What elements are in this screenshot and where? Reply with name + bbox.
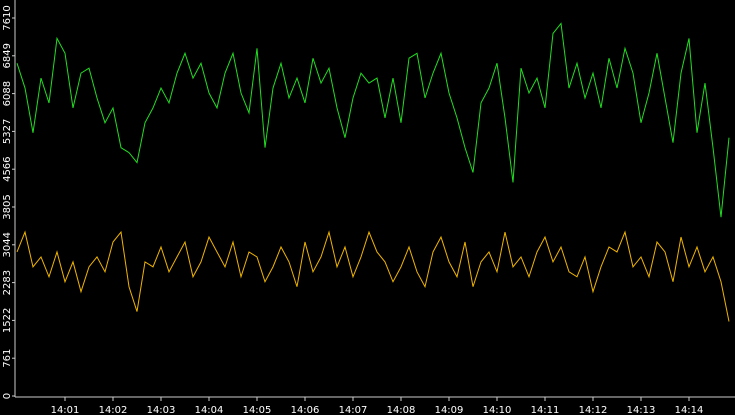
x-tick-label: 14:14 bbox=[675, 405, 704, 415]
x-tick-label: 14:09 bbox=[435, 405, 464, 415]
x-tick-label: 14:03 bbox=[147, 405, 176, 415]
series-line bbox=[16, 230, 730, 322]
y-tick-label: 7610 bbox=[2, 5, 13, 30]
x-tick-label: 14:05 bbox=[243, 405, 272, 415]
y-tick-label: 4566 bbox=[2, 156, 13, 181]
x-tick-label: 14:06 bbox=[291, 405, 320, 415]
y-tick-label: 2283 bbox=[2, 270, 13, 295]
y-tick-label: 5327 bbox=[2, 119, 13, 144]
x-tick-label: 14:01 bbox=[51, 405, 80, 415]
y-tick-label: 0 bbox=[2, 393, 13, 399]
series-line bbox=[16, 22, 730, 218]
x-tick-label: 14:12 bbox=[579, 405, 608, 415]
y-tick-label: 6849 bbox=[2, 43, 13, 68]
y-tick-label: 3805 bbox=[2, 194, 13, 219]
x-tick-label: 14:07 bbox=[339, 405, 368, 415]
y-tick-label: 1522 bbox=[2, 308, 13, 333]
x-tick-label: 14:02 bbox=[99, 405, 128, 415]
y-tick-label: 3044 bbox=[2, 232, 13, 257]
y-tick-label: 761 bbox=[2, 349, 13, 368]
x-tick-label: 14:13 bbox=[627, 405, 656, 415]
x-tick-label: 14:11 bbox=[531, 405, 560, 415]
y-tick-label: 6088 bbox=[2, 81, 13, 106]
x-tick-label: 14:08 bbox=[387, 405, 416, 415]
x-tick-label: 14:10 bbox=[483, 405, 512, 415]
x-tick-label: 14:04 bbox=[195, 405, 224, 415]
